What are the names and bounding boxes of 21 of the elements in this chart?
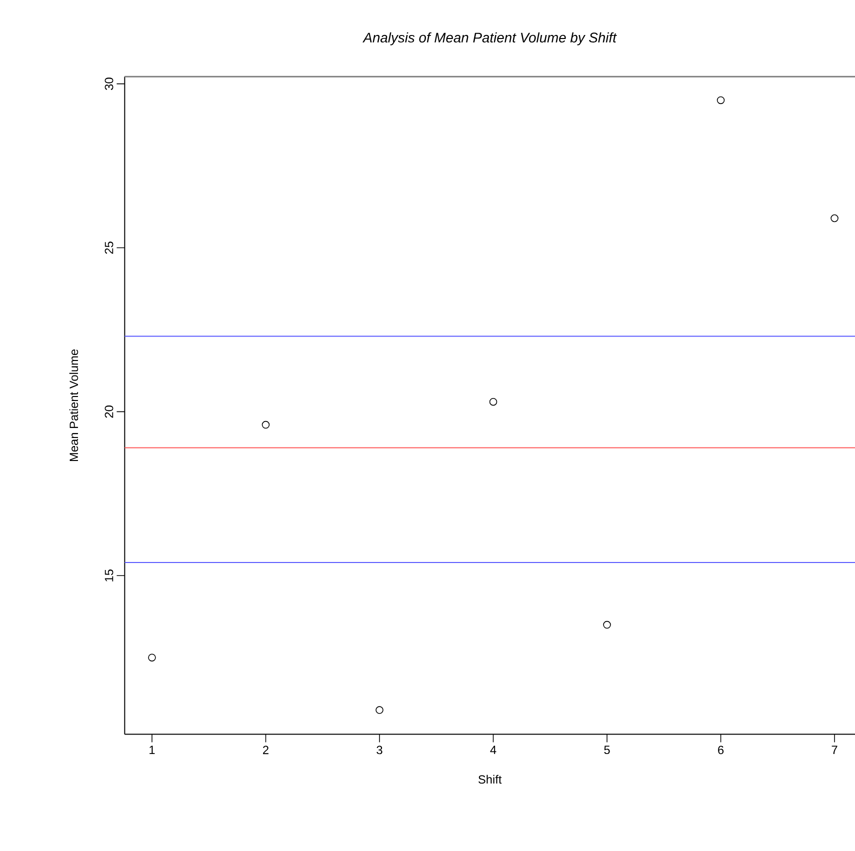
x-tick-label: 3 (376, 746, 382, 754)
x-tick-label: 4 (490, 746, 496, 754)
y-tick-label: 20 (104, 406, 114, 418)
x-tick-label: 5 (604, 746, 610, 754)
point (603, 621, 611, 629)
point (489, 398, 498, 406)
chart-title: Analysis of Mean Patient Volume by Shift (362, 32, 617, 46)
y-tick-label: 25 (104, 242, 114, 254)
x-axis-title: Shift (478, 775, 502, 784)
point (716, 96, 725, 104)
x-tick-label: 2 (263, 746, 268, 754)
x-tick-label: 7 (832, 746, 838, 754)
x-tick-label: 6 (718, 746, 724, 754)
point (262, 421, 270, 429)
x-tick-label: 1 (150, 746, 155, 754)
point (148, 654, 156, 662)
y-tick-label: 15 (104, 570, 114, 582)
y-axis-title: Mean Patient Volume (69, 350, 78, 462)
point (376, 706, 384, 714)
point (830, 214, 838, 222)
y-tick-label: 30 (104, 78, 114, 90)
